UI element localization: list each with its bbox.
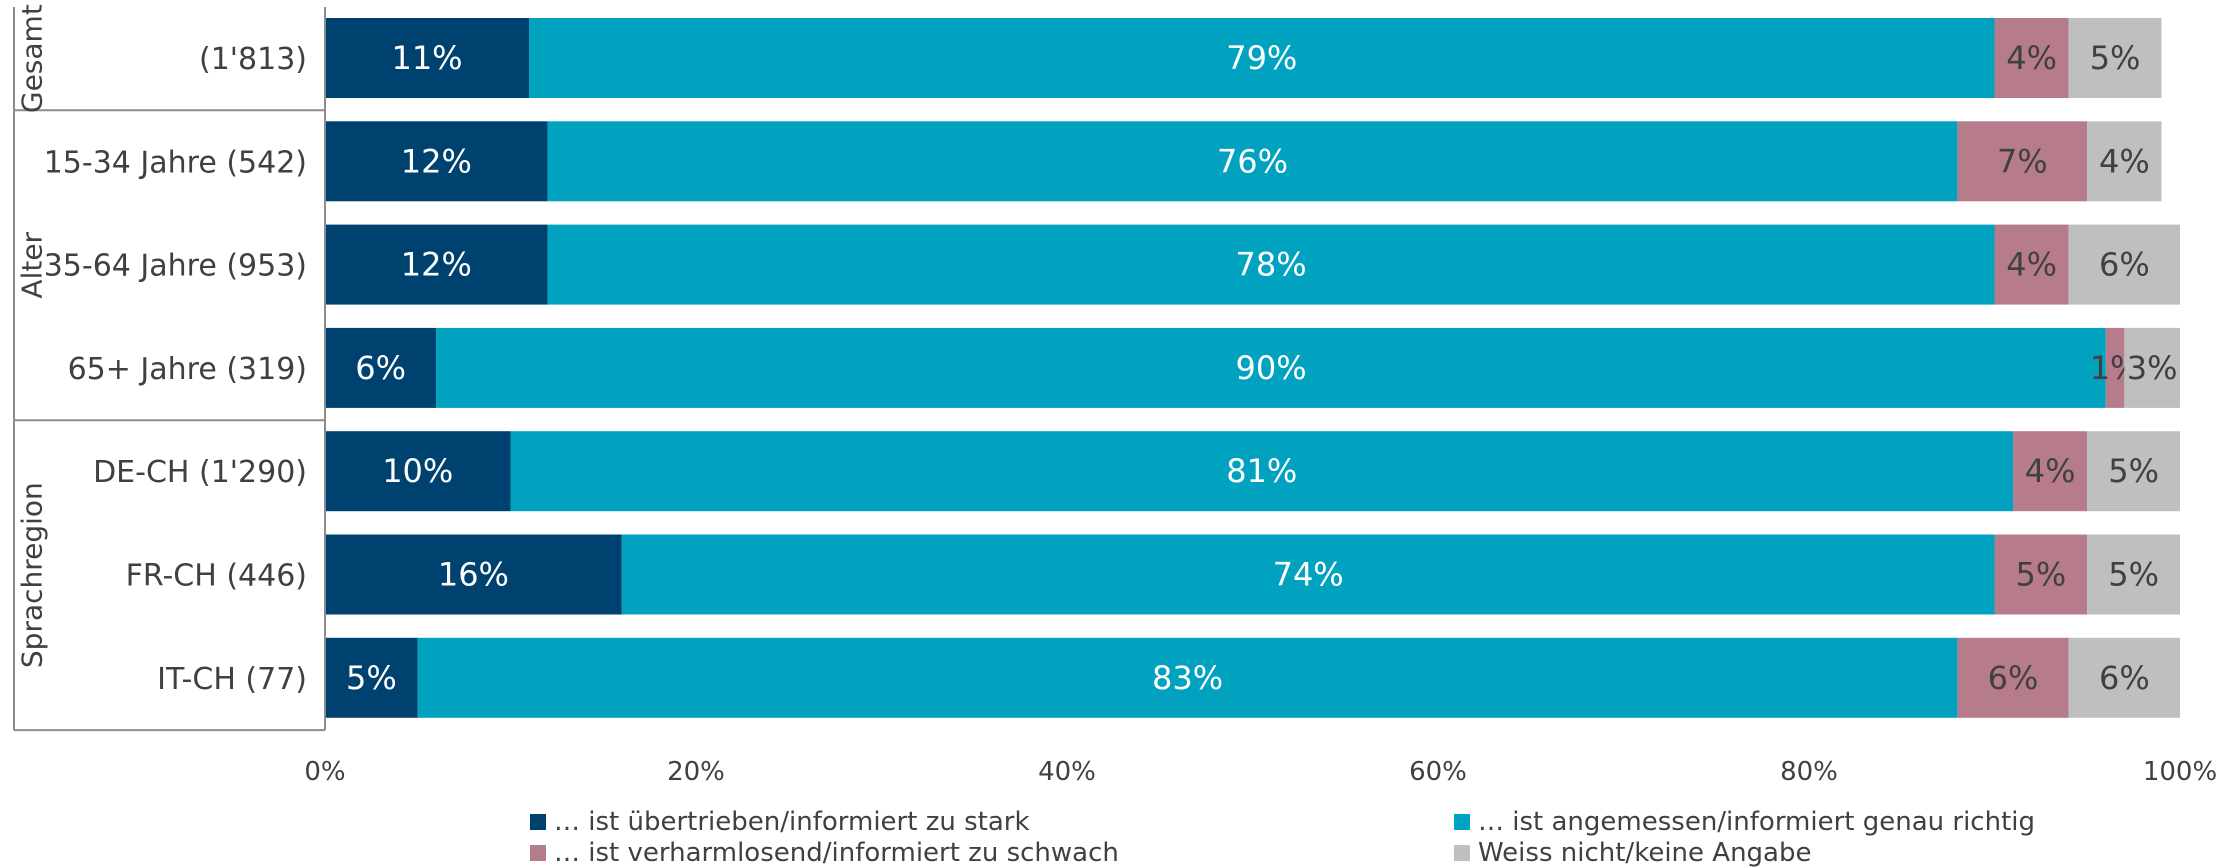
data-label: 81%: [1226, 452, 1297, 490]
legend-item-2: … ist verharmlosend/informiert zu schwac…: [530, 838, 1119, 868]
bar-segment: [1957, 121, 2088, 202]
data-label: 79%: [1226, 39, 1297, 77]
bar-segment: [2087, 534, 2180, 615]
bar-segment: [2087, 431, 2180, 512]
x-tick-label: 0%: [304, 757, 345, 787]
bar-segment: [325, 637, 418, 718]
data-label: 10%: [382, 452, 453, 490]
data-label: 7%: [1997, 142, 2048, 180]
data-label: 76%: [1217, 142, 1288, 180]
bar-segment: [436, 327, 2106, 408]
x-tick-label: 40%: [1038, 757, 1096, 787]
bar-segment: [325, 431, 511, 512]
legend-label-2: … ist verharmlosend/informiert zu schwac…: [554, 838, 1119, 868]
data-label: 78%: [1235, 246, 1306, 284]
legend-swatch-0: [530, 814, 546, 830]
bar-segment: [2124, 327, 2180, 408]
data-label: 83%: [1152, 659, 1223, 697]
bar-segment: [325, 327, 437, 408]
category-label: 15-34 Jahre (542): [44, 145, 307, 180]
bar-segment: [547, 121, 1958, 202]
legend-item-1: … ist angemessen/informiert genau richti…: [1454, 807, 2035, 837]
data-label: 12%: [401, 142, 472, 180]
x-tick-label: 20%: [667, 757, 725, 787]
category-label: 35-64 Jahre (953): [44, 249, 307, 284]
data-label: 16%: [438, 556, 509, 594]
group-label: Alter: [16, 231, 49, 298]
bar-segment: [2068, 637, 2180, 718]
data-label: 5%: [2108, 556, 2159, 594]
bar-segment: [2105, 327, 2125, 408]
legend-swatch-2: [530, 845, 546, 861]
bar-segment: [621, 534, 1995, 615]
x-tick-label: 100%: [2143, 757, 2217, 787]
data-label: 74%: [1273, 556, 1344, 594]
bar-segment: [2068, 18, 2162, 98]
bar-segment: [529, 18, 1995, 98]
data-label: 4%: [2099, 142, 2150, 180]
category-label: (1'813): [199, 42, 307, 77]
data-label: 4%: [2025, 452, 2076, 490]
bar-segment: [2087, 121, 2162, 202]
data-label: 6%: [1988, 659, 2039, 697]
data-label: 11%: [391, 39, 462, 77]
data-label: 5%: [2108, 452, 2159, 490]
legend-swatch-1: [1454, 814, 1470, 830]
data-label: 12%: [401, 246, 472, 284]
bar-segment: [2013, 431, 2088, 512]
legend-item-3: Weiss nicht/keine Angabe: [1454, 838, 1811, 868]
bar-segment: [547, 224, 1995, 305]
data-label: 90%: [1235, 349, 1306, 387]
category-label: DE-CH (1'290): [93, 455, 307, 490]
data-label: 6%: [2099, 246, 2150, 284]
x-tick-label: 60%: [1409, 757, 1467, 787]
bar-segment: [325, 224, 548, 305]
legend-label-0: … ist übertrieben/informiert zu stark: [554, 807, 1030, 837]
bar-segment: [1957, 637, 2069, 718]
data-label: 4%: [2006, 39, 2057, 77]
category-label: IT-CH (77): [157, 662, 307, 697]
bar-segment: [1994, 534, 2088, 615]
bar-segment: [1994, 18, 2069, 98]
data-label: 3%: [2127, 349, 2178, 387]
category-label: 65+ Jahre (319): [68, 352, 307, 387]
legend-item-0: … ist übertrieben/informiert zu stark: [530, 807, 1030, 837]
group-label: Sprachregion: [16, 482, 49, 668]
category-label: FR-CH (446): [126, 559, 307, 594]
data-label: 5%: [346, 659, 397, 697]
bar-segment: [1994, 224, 2069, 305]
bar-segment: [2068, 224, 2180, 305]
data-label: 6%: [2099, 659, 2150, 697]
x-tick-label: 80%: [1780, 757, 1838, 787]
legend-swatch-3: [1454, 845, 1470, 861]
bar-segment: [510, 431, 2014, 512]
data-label: 5%: [2090, 39, 2141, 77]
group-label: Gesamt: [16, 4, 49, 113]
legend-label-3: Weiss nicht/keine Angabe: [1478, 838, 1812, 868]
bar-segment: [417, 637, 1958, 718]
bar-segment: [325, 534, 622, 615]
bar-segment: [325, 18, 530, 98]
bar-segment: [325, 121, 548, 202]
data-label: 4%: [2006, 246, 2057, 284]
legend-label-1: … ist angemessen/informiert genau richti…: [1478, 807, 2036, 837]
data-label: 5%: [2015, 556, 2066, 594]
data-label: 6%: [355, 349, 406, 387]
